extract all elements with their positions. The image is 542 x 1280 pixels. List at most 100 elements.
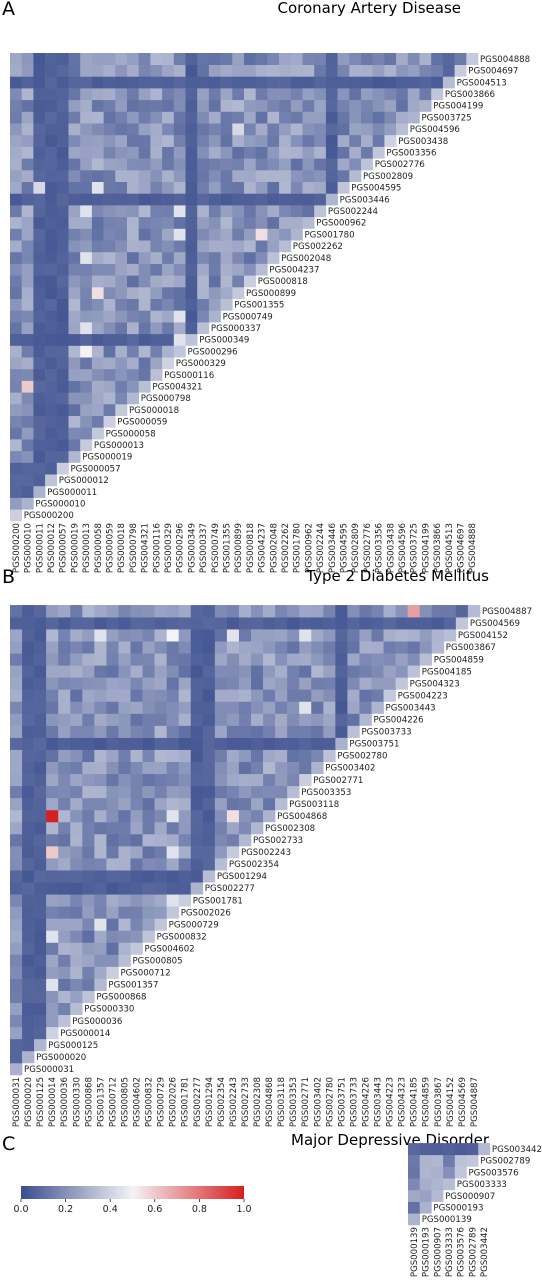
heatmap-cell <box>80 205 93 218</box>
heatmap-cell <box>166 834 179 847</box>
heatmap-cell <box>384 88 397 101</box>
heatmap-cell <box>244 170 256 182</box>
x-tick-label: PGS004697 <box>456 523 466 573</box>
x-tick-label: PGS000200 <box>12 523 22 573</box>
heatmap-cell <box>142 858 155 871</box>
heatmap-cell <box>33 205 46 218</box>
heatmap-cell <box>34 653 47 666</box>
heatmap-cell <box>154 653 167 666</box>
heatmap-cell <box>118 737 131 750</box>
x-tick-label: PGS002780 <box>325 1077 335 1127</box>
heatmap-cell <box>127 181 139 194</box>
heatmap-cell <box>106 749 119 762</box>
heatmap-cell <box>56 275 69 288</box>
heatmap-cell <box>94 725 107 738</box>
heatmap-cell <box>106 737 119 750</box>
heatmap-cell <box>46 870 59 883</box>
heatmap-cell <box>10 322 22 335</box>
heatmap-cell <box>202 605 216 618</box>
heatmap-cell <box>91 310 104 323</box>
heatmap-cell <box>34 701 47 714</box>
heatmap-cell <box>232 88 245 101</box>
heatmap-cell <box>127 275 139 288</box>
heatmap-cell <box>118 942 131 955</box>
heatmap-cell <box>142 701 155 714</box>
heatmap-cell <box>68 275 81 288</box>
heatmap-cell <box>94 665 107 678</box>
heatmap-cell <box>10 978 23 991</box>
heatmap-cell <box>22 834 35 847</box>
heatmap-cell <box>115 158 128 171</box>
heatmap-cell <box>263 665 276 678</box>
heatmap-cell <box>45 287 58 299</box>
heatmap-cell <box>202 773 216 787</box>
heatmap-cell <box>68 251 81 264</box>
y-tick-label: PGS004596 <box>410 125 460 135</box>
heatmap-cell <box>185 205 198 218</box>
heatmap-cell <box>431 88 444 101</box>
heatmap-cell <box>130 882 143 895</box>
heatmap-cell <box>142 713 155 726</box>
heatmap-cell <box>302 53 315 65</box>
heatmap-cell <box>287 785 300 799</box>
heatmap-cell <box>166 858 179 871</box>
heatmap-cell <box>383 641 396 654</box>
heatmap-cell <box>21 53 34 65</box>
heatmap-cell <box>94 677 107 690</box>
heatmap-cell <box>302 205 315 218</box>
heatmap-cell <box>68 53 81 65</box>
heatmap-cell <box>10 1002 23 1016</box>
heatmap-cell <box>70 930 83 943</box>
heatmap-cell <box>94 641 107 654</box>
heatmap-cell <box>103 216 116 229</box>
heatmap-cell <box>154 737 167 750</box>
heatmap-cell <box>21 333 34 346</box>
heatmap-cell <box>21 357 34 370</box>
heatmap-cell <box>263 617 276 630</box>
heatmap-cell <box>103 170 116 182</box>
heatmap-cell <box>82 773 95 787</box>
heatmap-cell <box>166 725 179 738</box>
heatmap-cell <box>208 123 221 136</box>
heatmap-cell <box>82 894 95 907</box>
heatmap-cell <box>166 846 179 859</box>
heatmap-cell <box>58 834 71 847</box>
heatmap-cell <box>142 689 155 702</box>
heatmap-cell <box>142 629 155 642</box>
heatmap-cell <box>34 834 47 847</box>
heatmap-cell <box>70 617 83 630</box>
heatmap-cell <box>115 111 128 124</box>
heatmap-cell <box>22 617 35 630</box>
heatmap-cell <box>299 737 312 750</box>
heatmap-cell <box>91 368 104 381</box>
heatmap-cell <box>244 111 256 124</box>
heatmap-cell <box>311 725 324 738</box>
heatmap-cell <box>361 111 373 124</box>
heatmap-cell <box>46 906 59 919</box>
heatmap-cell <box>185 181 198 194</box>
heatmap-cell <box>323 749 336 762</box>
heatmap-cell <box>244 240 256 253</box>
heatmap-cell <box>190 629 204 642</box>
heatmap-cell <box>68 333 81 346</box>
heatmap-cell <box>154 882 167 895</box>
heatmap-cell <box>150 275 163 288</box>
heatmap-cell <box>244 64 256 77</box>
heatmap-cell <box>142 894 155 907</box>
heatmap-cell <box>150 170 163 182</box>
heatmap-cell <box>372 146 385 159</box>
heatmap-cell <box>150 99 163 112</box>
heatmap-cell <box>115 357 128 370</box>
heatmap-cell <box>267 134 280 147</box>
heatmap-cell <box>118 701 131 714</box>
heatmap-cell <box>70 737 83 750</box>
heatmap-cell <box>68 99 81 112</box>
y-tick-label: PGS003751 <box>349 740 399 750</box>
heatmap-cell <box>299 773 312 787</box>
heatmap-cell <box>33 193 46 206</box>
heatmap-cell <box>58 870 71 883</box>
heatmap-cell <box>395 617 408 630</box>
heatmap-cell <box>314 170 327 182</box>
heatmap-cell <box>68 134 81 147</box>
heatmap-cell <box>138 310 151 323</box>
